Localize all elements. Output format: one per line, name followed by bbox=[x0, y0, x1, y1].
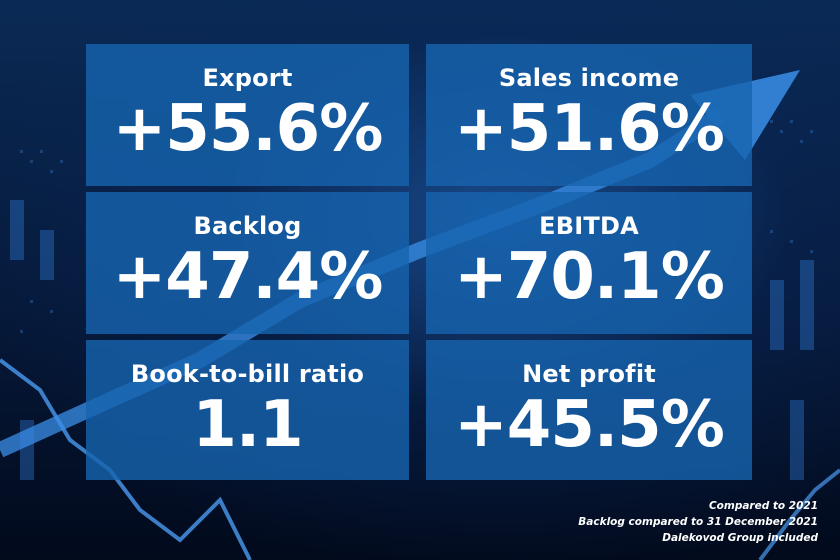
footnote: Backlog compared to 31 December 2021 bbox=[578, 516, 818, 528]
tile-label: EBITDA bbox=[539, 212, 639, 240]
tile-label: Export bbox=[202, 64, 293, 92]
footnote: Dalekovod Group included bbox=[662, 532, 818, 544]
tile-ebitda: EBITDA +70.1% bbox=[426, 192, 752, 334]
tile-value: 1.1 bbox=[192, 388, 303, 462]
tile-book-to-bill: Book-to-bill ratio 1.1 bbox=[86, 340, 409, 480]
tile-value: +55.6% bbox=[112, 92, 384, 166]
tile-label: Backlog bbox=[193, 212, 302, 240]
tile-backlog: Backlog +47.4% bbox=[86, 192, 409, 334]
tile-label: Sales income bbox=[498, 64, 680, 92]
tile-value: +45.5% bbox=[454, 388, 725, 462]
tile-export: Export +55.6% bbox=[86, 44, 409, 186]
tile-value: +51.6% bbox=[454, 92, 725, 166]
tile-value: +70.1% bbox=[454, 240, 725, 314]
tile-label: Book-to-bill ratio bbox=[130, 360, 365, 388]
tile-value: +47.4% bbox=[112, 240, 384, 314]
footnote: Compared to 2021 bbox=[708, 500, 818, 512]
footnotes: Compared to 2021 Backlog compared to 31 … bbox=[578, 498, 818, 546]
tile-sales-income: Sales income +51.6% bbox=[426, 44, 752, 186]
tile-label: Net profit bbox=[522, 360, 656, 388]
tile-net-profit: Net profit +45.5% bbox=[426, 340, 752, 480]
